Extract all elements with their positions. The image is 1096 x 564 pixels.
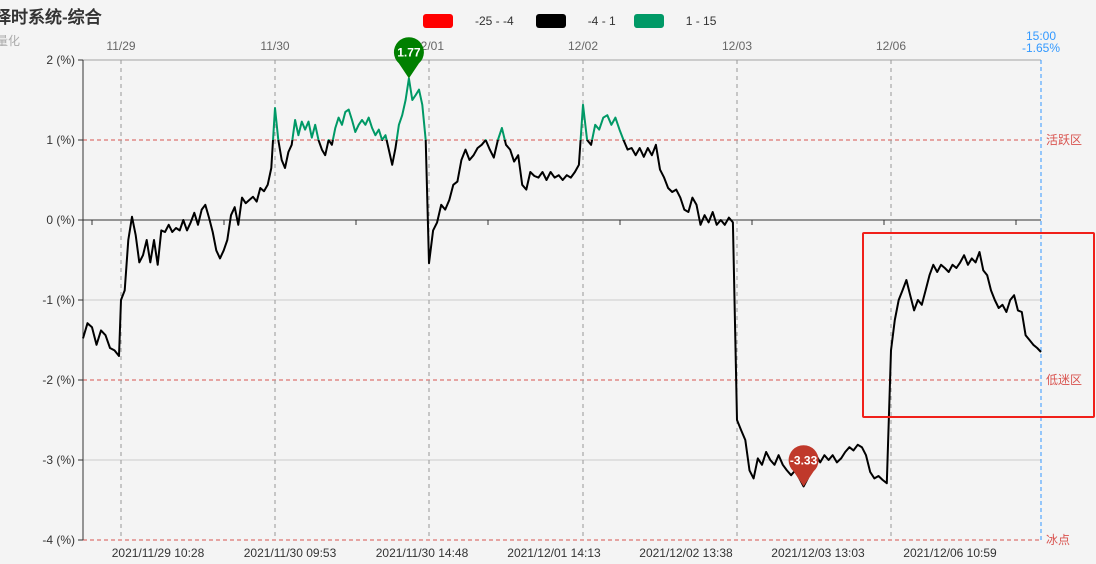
y-tick-label: -2 (%): [42, 373, 75, 387]
legend-label[interactable]: 1 - 15: [685, 14, 717, 28]
x-tick-label: 2021/11/30 14:48: [376, 546, 469, 560]
max-marker-pin: [393, 37, 424, 79]
last-point-time: 15:00: [1026, 29, 1056, 43]
legend-swatch-red[interactable]: [423, 14, 453, 28]
day-label: 12/06: [876, 39, 906, 53]
x-tick-label: 2021/12/01 14:13: [507, 546, 601, 560]
legend: -25 - -4 -4 - 1 1 - 15: [423, 14, 726, 28]
reference-label: 低迷区: [1046, 373, 1082, 387]
y-tick-label: 2 (%): [46, 53, 75, 67]
day-label: 12/02: [568, 39, 598, 53]
max-marker-label: 1.77: [397, 45, 421, 59]
day-label: 12/03: [722, 39, 752, 53]
reference-label: 活跃区: [1046, 133, 1082, 147]
min-marker-pin: [788, 445, 819, 487]
day-label: 11/30: [260, 39, 289, 53]
y-tick-label: 1 (%): [46, 133, 75, 147]
legend-label[interactable]: -25 - -4: [475, 14, 514, 28]
x-tick-label: 2021/12/03 13:03: [771, 546, 865, 560]
x-tick-label: 2021/12/02 13:38: [639, 546, 733, 560]
chart-subtitle: 量化: [0, 34, 21, 48]
day-label: 11/29: [106, 39, 135, 53]
x-tick-label: 2021/12/06 10:59: [903, 546, 997, 560]
min-marker-label: -3.33: [790, 453, 818, 467]
x-tick-label: 2021/11/30 09:53: [244, 546, 337, 560]
x-tick-label: 2021/11/29 10:28: [112, 546, 205, 560]
reference-label: 冰点: [1046, 533, 1070, 547]
y-tick-label: 0 (%): [46, 213, 75, 227]
highlight-box: [862, 232, 1095, 418]
legend-label[interactable]: -4 - 1: [587, 14, 616, 28]
y-tick-label: -3 (%): [42, 453, 75, 467]
legend-swatch-green[interactable]: [633, 14, 664, 28]
legend-swatch-black[interactable]: [535, 14, 566, 28]
chart-title: 择时系统-综合: [0, 8, 102, 27]
y-tick-label: -4 (%): [42, 533, 75, 547]
last-point-value: -1.65%: [1022, 41, 1060, 55]
series-line-band-1: [82, 140, 1042, 488]
y-tick-label: -1 (%): [42, 293, 75, 307]
